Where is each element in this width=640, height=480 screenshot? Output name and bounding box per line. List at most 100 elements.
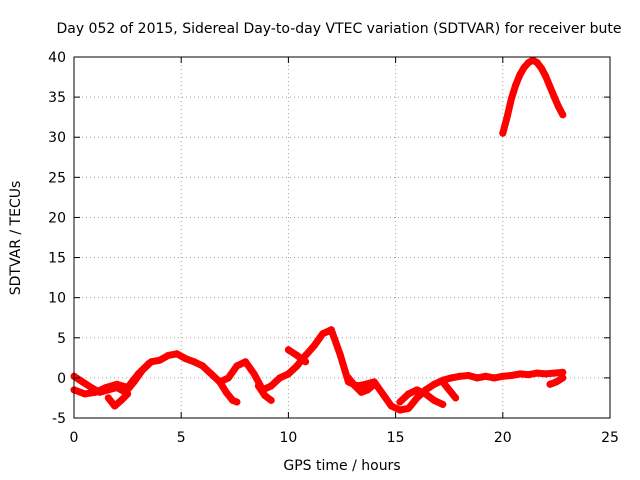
data-point [267, 396, 275, 404]
data-point [267, 382, 275, 390]
data-point [516, 370, 524, 378]
data-point [284, 346, 292, 354]
data-point [111, 402, 119, 410]
data-point [233, 362, 241, 370]
y-tick-label: 15 [48, 251, 66, 267]
y-tick-label: 25 [48, 170, 66, 186]
data-point [81, 390, 89, 398]
data-point [113, 380, 121, 388]
data-point [413, 386, 421, 394]
data-point [452, 394, 460, 402]
data-point [102, 384, 110, 391]
data-point [254, 382, 262, 390]
y-tick-label: 0 [57, 371, 66, 387]
x-tick-label: 25 [601, 430, 619, 446]
data-point [293, 351, 301, 359]
data-point [490, 374, 498, 382]
data-point [190, 358, 198, 366]
data-point [222, 388, 230, 396]
data-point [364, 386, 372, 394]
data-point [499, 372, 507, 380]
data-point [550, 93, 558, 101]
data-point [293, 362, 301, 370]
series-main [70, 326, 567, 414]
data-point [173, 350, 181, 358]
data-point [550, 369, 558, 377]
data-point [430, 380, 438, 388]
y-tick-label: 20 [48, 210, 66, 226]
data-point [445, 386, 453, 394]
data-point [482, 372, 490, 380]
data-point [542, 370, 550, 378]
data-point [261, 392, 269, 399]
data-point [447, 374, 455, 382]
data-point [465, 372, 472, 379]
data-point [199, 362, 207, 370]
data-point [542, 72, 550, 80]
data-point [507, 372, 515, 379]
x-tick-label: 20 [494, 430, 512, 446]
data-point [284, 370, 292, 378]
data-point [117, 396, 125, 404]
data-point [351, 382, 359, 390]
chart-title: Day 052 of 2015, Sidereal Day-to-day VTE… [56, 21, 621, 37]
data-point [134, 370, 142, 378]
data-point [250, 370, 258, 378]
series-layer [70, 56, 567, 414]
data-point [370, 380, 378, 388]
data-point [533, 59, 541, 67]
y-tick-label: 10 [48, 291, 66, 307]
y-tick-label: -5 [52, 411, 66, 427]
data-point [357, 388, 365, 396]
data-point [516, 71, 524, 79]
data-point [546, 83, 554, 91]
data-point [405, 404, 412, 412]
data-point [327, 326, 335, 334]
data-point [546, 380, 554, 388]
data-point [405, 390, 412, 398]
data-point [520, 63, 528, 71]
data-point [79, 378, 87, 386]
data-point [319, 330, 327, 338]
grid-layer [74, 57, 610, 418]
data-point [379, 390, 387, 398]
y-tick-label: 35 [48, 90, 66, 106]
data-point [503, 113, 511, 121]
data-point [430, 396, 438, 404]
data-point [242, 358, 249, 366]
data-point [156, 356, 164, 364]
x-axis-label: GPS time / hours [283, 458, 400, 474]
data-point [336, 350, 344, 358]
data-point [525, 371, 532, 379]
data-point [439, 378, 447, 386]
series-early-branch [70, 359, 153, 398]
data-point [456, 372, 464, 380]
data-point [507, 95, 515, 103]
data-point [422, 390, 430, 398]
data-point [473, 374, 481, 382]
data-point [104, 394, 112, 402]
data-point [533, 369, 541, 377]
data-point [124, 384, 132, 391]
data-point [512, 81, 520, 89]
data-point [124, 390, 132, 398]
plot-frame [73, 56, 611, 419]
x-tick-label: 0 [70, 430, 79, 446]
data-point [164, 351, 172, 359]
data-point [216, 378, 224, 386]
data-point [207, 370, 215, 378]
data-point [276, 374, 284, 382]
data-point [559, 368, 567, 376]
y-tick-label: 40 [48, 50, 66, 66]
data-point [182, 355, 189, 363]
data-point [559, 374, 567, 382]
data-point [552, 378, 560, 386]
data-point [145, 359, 153, 367]
data-point [396, 398, 404, 406]
y-axis-label: SDTVAR / TECUs [8, 181, 24, 296]
data-point [537, 64, 545, 72]
y-tick-label: 5 [57, 331, 66, 347]
